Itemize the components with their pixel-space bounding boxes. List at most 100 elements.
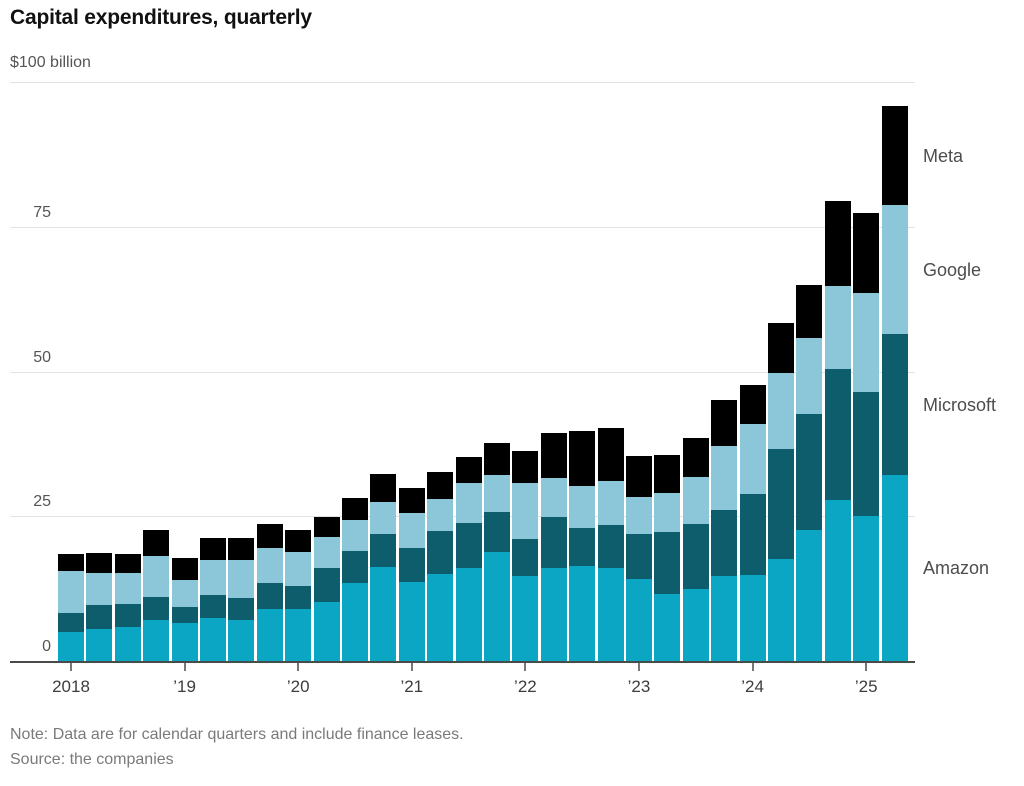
bar-2021-q3-google: [455, 483, 482, 523]
bar-2023-q2-microsoft: [654, 532, 681, 595]
bar-2022-q2-microsoft: [540, 517, 567, 568]
bar-2019-q3-google: [228, 559, 255, 599]
bar-2020-q2-amazon: [313, 601, 340, 661]
bar-2021-q3-microsoft: [455, 522, 482, 569]
bar-2022-q3-meta: [569, 430, 596, 486]
bar-2022-q1-google: [512, 482, 539, 540]
bar-2025-q1-microsoft: [853, 392, 880, 517]
bar-2021-q1-microsoft: [398, 547, 425, 583]
bar-2024-q3-google: [796, 338, 823, 415]
bar-2022-q4-microsoft: [597, 524, 624, 569]
chart-source: Source: the companies: [10, 751, 174, 768]
bar-2023-q1-meta: [626, 456, 652, 498]
bar-2022-q1-meta: [512, 450, 539, 483]
bar-2024-q2-google: [768, 372, 794, 450]
bar-2019-q1-google: [171, 579, 198, 607]
bar-2021-q2-microsoft: [427, 531, 454, 575]
bar-2024-q1-amazon: [739, 574, 766, 661]
bar-2023-q2-amazon: [654, 594, 681, 661]
bar-2022-q3-google: [569, 485, 596, 528]
bar-2020-q1-meta: [285, 530, 312, 552]
y-tick-label-25: 25: [33, 493, 51, 511]
x-axis-tick-2018: [70, 663, 72, 671]
legend-label-microsoft: Microsoft: [923, 394, 997, 415]
bar-2024-q4-meta: [824, 200, 851, 287]
x-axis-tick-24: [751, 663, 754, 671]
bar-2019-q1-meta: [171, 557, 198, 580]
bar-2023-q1-amazon: [626, 578, 652, 661]
bar-2021-q1-amazon: [398, 582, 425, 661]
x-axis-tick-21: [410, 663, 413, 671]
bar-2023-q4-microsoft: [711, 509, 738, 577]
bar-2024-q3-microsoft: [796, 414, 823, 531]
bar-2018-q4-amazon: [143, 620, 170, 661]
bar-2021-q4-amazon: [484, 551, 510, 661]
bar-2020-q1-google: [285, 551, 312, 587]
bar-2020-q2-microsoft: [313, 568, 340, 602]
bar-2024-q3-meta: [796, 285, 823, 339]
bar-2024-q1-microsoft: [739, 493, 766, 575]
bar-2023-q1-microsoft: [626, 533, 652, 579]
bar-2019-q2-google: [200, 559, 226, 595]
bar-2018-q4-google: [143, 555, 170, 597]
bar-2025-q2-amazon: [881, 474, 908, 661]
bar-2021-q1-meta: [398, 488, 425, 514]
y-tick-label-75: 75: [33, 203, 51, 221]
y-gridline-100: [10, 82, 915, 83]
bar-2024-q3-amazon: [796, 530, 823, 661]
bar-2024-q2-microsoft: [768, 449, 794, 560]
bar-2022-q2-amazon: [540, 567, 567, 661]
bar-2022-q1-amazon: [512, 575, 539, 661]
bar-2022-q2-meta: [540, 433, 567, 479]
y-gridline-75: [10, 226, 915, 228]
bar-2018-q4-microsoft: [143, 596, 170, 621]
bar-2018-q1-microsoft: [58, 612, 84, 633]
bar-2018-q1-amazon: [58, 632, 84, 661]
y-tick-label-50: 50: [33, 348, 51, 366]
chart-note: Note: Data are for calendar quarters and…: [10, 726, 464, 743]
bar-2018-q2-microsoft: [86, 604, 113, 629]
x-axis-label-24: ’24: [741, 677, 764, 696]
bar-2025-q1-amazon: [853, 516, 880, 661]
bar-2022-q3-microsoft: [569, 527, 596, 567]
bar-2019-q2-microsoft: [200, 594, 226, 619]
y-axis-unit-label: $100 billion: [10, 54, 91, 71]
bar-2021-q4-microsoft: [484, 512, 510, 552]
bar-2019-q1-amazon: [171, 623, 198, 661]
bar-2018-q3-microsoft: [114, 603, 141, 627]
bar-2021-q4-meta: [484, 443, 510, 476]
legend-label-meta: Meta: [923, 145, 964, 166]
bar-2023-q4-google: [711, 446, 738, 510]
x-axis-label-21: ’21: [400, 677, 424, 696]
bar-2024-q4-amazon: [824, 500, 851, 661]
chart-title: Capital expenditures, quarterly: [10, 6, 312, 29]
x-axis-tick-20: [297, 663, 300, 671]
bar-2025-q1-meta: [853, 213, 880, 293]
bar-2020-q2-meta: [313, 517, 340, 538]
bar-2025-q2-microsoft: [881, 334, 908, 475]
bar-2018-q1-google: [58, 570, 84, 613]
bar-2023-q1-google: [626, 497, 652, 534]
bar-2021-q1-google: [398, 513, 425, 548]
x-axis-tick-22: [524, 663, 527, 671]
bar-2025-q2-google: [881, 204, 908, 335]
y-gridline-50: [10, 371, 915, 373]
bar-2022-q4-meta: [597, 427, 624, 481]
bar-2020-q4-microsoft: [370, 533, 397, 568]
legend-label-amazon: Amazon: [923, 557, 990, 578]
bar-2023-q2-google: [654, 492, 681, 533]
bar-2019-q4-amazon: [256, 608, 283, 661]
bar-2025-q1-google: [853, 292, 880, 393]
bar-2021-q2-meta: [427, 472, 454, 500]
bar-2018-q2-amazon: [86, 628, 113, 661]
bar-2023-q3-microsoft: [682, 523, 709, 589]
x-axis-tick-23: [638, 663, 640, 671]
bar-2021-q3-amazon: [455, 568, 482, 661]
bar-2025-q2-meta: [881, 106, 908, 205]
bar-2019-q3-amazon: [228, 620, 255, 661]
bar-2018-q1-meta: [58, 554, 84, 571]
bar-2020-q4-amazon: [370, 567, 397, 661]
bar-2023-q3-amazon: [682, 588, 709, 661]
bar-2018-q3-google: [114, 572, 141, 604]
